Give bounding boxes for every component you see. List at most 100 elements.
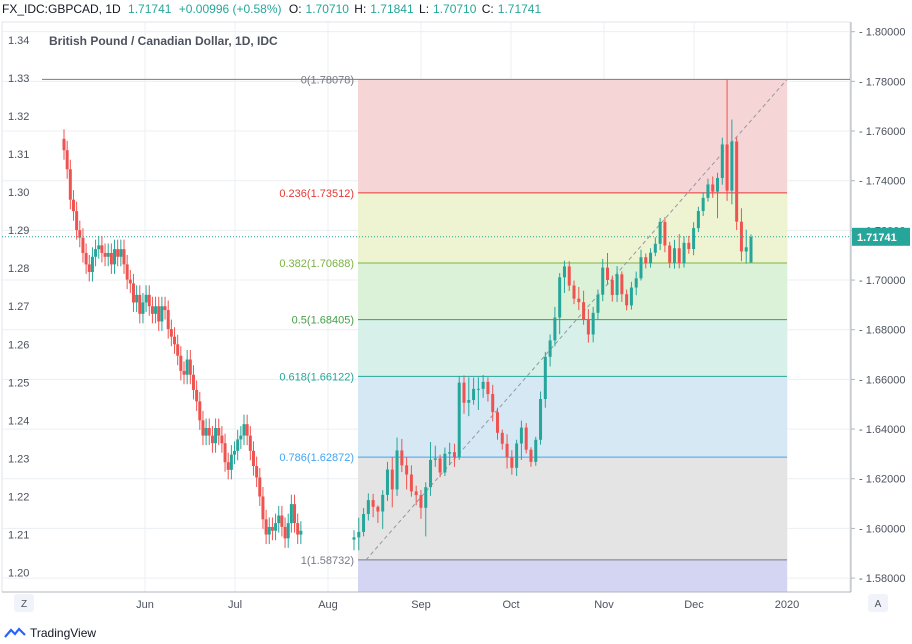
chart-title: British Pound / Canadian Dollar, 1D, IDC <box>49 34 278 48</box>
candle-body <box>176 344 180 356</box>
candle-body <box>251 450 255 467</box>
fib-band <box>358 262 787 320</box>
candle-body <box>103 252 107 257</box>
candle-body <box>692 228 696 250</box>
x-axis-tick-label: Jun <box>136 599 154 611</box>
candle-body <box>264 519 268 535</box>
candle-body <box>185 359 189 375</box>
candle-body <box>515 443 519 468</box>
candle-body <box>220 435 224 444</box>
candle-body <box>467 400 471 403</box>
candle-body <box>62 138 66 151</box>
low-label: L: <box>419 2 430 16</box>
candle-body <box>567 266 571 286</box>
candle-body <box>125 264 129 280</box>
high-label: H: <box>354 2 367 16</box>
candle-body <box>68 169 72 200</box>
left-axis-tick-label: 1.22 <box>8 491 29 503</box>
candle-body <box>204 428 208 436</box>
candle-body <box>122 249 126 265</box>
candle-body <box>163 306 167 311</box>
candle-body <box>188 359 192 375</box>
candle-body <box>385 469 389 495</box>
candle-body <box>457 382 461 458</box>
candle-body <box>706 184 710 198</box>
fib-retracement[interactable]: 0(1.78078) 0.236(1.73512) 0.382(1.70688) 0.… <box>42 74 850 592</box>
fib-level-label: 0.786(1.62872) <box>279 452 354 464</box>
fib-band <box>358 79 787 193</box>
current-price-label: 1.71741 <box>857 232 897 244</box>
candle-body <box>505 443 509 458</box>
candle-body <box>424 487 428 508</box>
candle-body <box>543 356 547 400</box>
fib-level-label: 0.5(1.68405) <box>292 315 354 327</box>
candle-body <box>510 457 514 468</box>
candle-body <box>270 526 274 531</box>
fib-trend-line <box>365 79 788 561</box>
left-axis-tick-label: 1.20 <box>8 568 29 580</box>
candle-body <box>169 329 173 337</box>
fib-level-label: 0.236(1.73512) <box>279 188 354 200</box>
candle-body <box>653 243 657 253</box>
candle-body <box>701 197 705 212</box>
candle-body <box>173 336 177 345</box>
candle-body <box>668 245 672 263</box>
candle-body <box>191 374 195 390</box>
candle-body <box>352 537 356 540</box>
candle-body <box>491 394 495 413</box>
fib-band <box>358 192 787 263</box>
candle-body <box>217 428 221 436</box>
candle-body <box>135 294 139 303</box>
candle-body <box>106 252 110 257</box>
right-axis-tick-label: - 1.80000 <box>859 27 905 39</box>
candle-body <box>207 428 211 436</box>
axis-a-button[interactable] <box>868 594 888 612</box>
candle-body <box>258 477 262 497</box>
last-price: 1.71741 <box>128 2 172 16</box>
candle-body <box>495 412 499 433</box>
left-axis-tick-label: 1.27 <box>8 301 29 313</box>
tradingview-brand[interactable]: TradingView <box>4 624 96 642</box>
candle-body <box>462 382 466 403</box>
candle-body <box>696 211 700 229</box>
candle-body <box>687 242 691 250</box>
left-axis-tick-label: 1.26 <box>8 339 29 351</box>
candle-body <box>639 257 643 279</box>
left-axis-tick-label: 1.23 <box>8 453 29 465</box>
candle-body <box>735 141 739 222</box>
candle-body <box>78 230 82 238</box>
candle-body <box>658 221 662 244</box>
candle-body <box>395 450 399 490</box>
candle-body <box>75 211 79 231</box>
high-value: 1.71841 <box>370 2 414 16</box>
candle-body <box>672 248 676 263</box>
candle-body <box>81 237 85 253</box>
candle-body <box>283 526 287 539</box>
candle-body <box>577 298 581 303</box>
candle-body <box>236 439 240 451</box>
candle-body <box>472 388 476 401</box>
candle-body <box>65 150 69 170</box>
axis-z-button[interactable] <box>14 594 34 612</box>
candle-body <box>730 141 734 191</box>
candle-body <box>90 256 94 272</box>
symbol-header: FX_IDC:GBPCAD, 1D 1.71741 +0.00996 (+0.5… <box>2 0 907 18</box>
tradingview-logo-icon <box>4 627 26 638</box>
candle-body <box>255 466 259 478</box>
candle-body <box>433 458 437 460</box>
candle-body <box>390 469 394 490</box>
candle-body <box>242 424 246 436</box>
candle-body <box>529 449 533 462</box>
fib-level-label: 0.382(1.70688) <box>279 258 354 270</box>
open-value: 1.70710 <box>305 2 349 16</box>
candle-body <box>539 399 543 440</box>
axis-z-label: Z <box>21 599 27 610</box>
candle-body <box>629 287 633 306</box>
symbol-title[interactable]: FX_IDC:GBPCAD, 1D <box>2 2 121 16</box>
candle-body <box>84 252 88 265</box>
candle-body <box>625 294 629 306</box>
right-axis-tick-label: - 1.60000 <box>859 523 905 535</box>
candle-body <box>128 279 132 284</box>
left-axis-tick-label: 1.32 <box>8 111 29 123</box>
